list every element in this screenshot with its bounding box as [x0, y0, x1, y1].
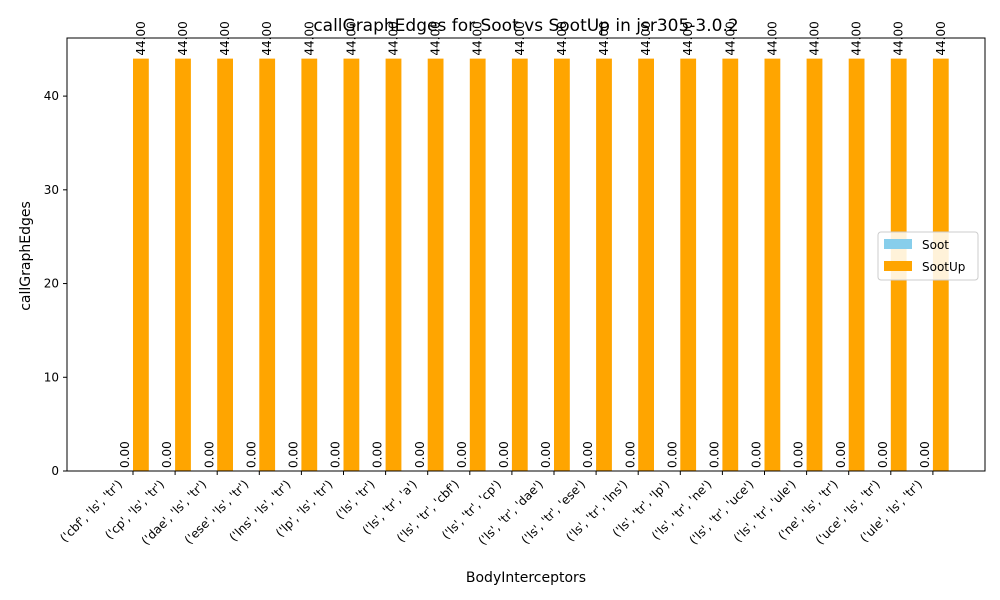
- legend-label-sootup: SootUp: [922, 260, 965, 274]
- data-label-soot-7: 0.00: [413, 441, 427, 468]
- chart-title: callGraphEdges for Soot vs SootUp in jsr…: [313, 16, 738, 36]
- bar-sootup-15: [764, 58, 781, 472]
- legend-swatch-soot: [884, 239, 912, 249]
- y-tick-label-1: 10: [44, 370, 59, 384]
- data-label-soot-12: 0.00: [623, 441, 637, 468]
- bar-sootup-7: [427, 58, 444, 472]
- legend: Soot SootUp: [877, 231, 979, 281]
- bar-sootup-14: [722, 58, 739, 472]
- bars-layer: [133, 58, 949, 472]
- bar-sootup-11: [596, 58, 612, 472]
- data-label-soot-18: 0.00: [876, 441, 890, 468]
- bar-sootup-12: [638, 58, 654, 472]
- bar-sootup-6: [385, 58, 402, 472]
- data-label-soot-19: 0.00: [918, 441, 932, 468]
- data-label-soot-8: 0.00: [455, 441, 469, 468]
- data-label-soot-10: 0.00: [539, 441, 553, 468]
- bar-sootup-2: [217, 58, 233, 472]
- bar-sootup-13: [680, 58, 697, 472]
- bar-sootup-9: [511, 58, 528, 472]
- bar-sootup-5: [343, 58, 360, 472]
- data-label-soot-4: 0.00: [287, 441, 301, 468]
- legend-label-soot: Soot: [922, 238, 949, 252]
- bar-sootup-16: [806, 58, 823, 472]
- legend-swatch-sootup: [884, 261, 912, 271]
- data-label-soot-0: 0.00: [118, 441, 132, 468]
- data-label-soot-3: 0.00: [244, 441, 258, 468]
- bar-sootup-4: [301, 58, 318, 472]
- y-tick-label-2: 20: [44, 277, 59, 291]
- bar-sootup-1: [175, 58, 191, 472]
- data-label-soot-17: 0.00: [834, 441, 848, 468]
- plot-frame: [66, 37, 986, 472]
- y-axis-title: callGraphEdges: [18, 201, 34, 311]
- y-tick-label-3: 30: [44, 183, 59, 197]
- data-label-soot-11: 0.00: [581, 441, 595, 468]
- data-label-soot-16: 0.00: [792, 441, 806, 468]
- data-label-soot-13: 0.00: [665, 441, 679, 468]
- data-label-soot-14: 0.00: [708, 441, 722, 468]
- bar-sootup-10: [554, 58, 570, 472]
- data-label-soot-1: 0.00: [160, 441, 174, 468]
- bar-sootup-3: [259, 58, 276, 472]
- y-tick-label-4: 40: [44, 89, 59, 103]
- bar-sootup-8: [469, 58, 486, 472]
- x-axis-title: BodyInterceptors: [466, 570, 586, 586]
- data-label-soot-2: 0.00: [202, 441, 216, 468]
- data-label-soot-15: 0.00: [750, 441, 764, 468]
- data-label-soot-5: 0.00: [329, 441, 343, 468]
- data-label-soot-9: 0.00: [497, 441, 511, 468]
- bar-sootup-17: [848, 58, 865, 472]
- y-tick-label-0: 0: [51, 464, 59, 478]
- bar-sootup-0: [133, 58, 149, 472]
- data-label-soot-6: 0.00: [371, 441, 385, 468]
